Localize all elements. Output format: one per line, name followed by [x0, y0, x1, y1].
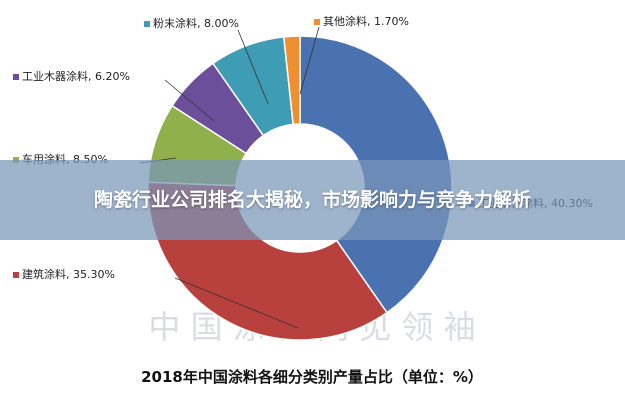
label-marker-architectural: [13, 272, 19, 278]
label-marker-industrial-wood: [13, 74, 19, 80]
leader-line-powder: [237, 29, 269, 105]
leader-line-other: [299, 26, 320, 95]
article-title[interactable]: 陶瓷行业公司排名大揭秘，市场影响力与竞争力解析: [93, 189, 531, 211]
leader-lines: [139, 26, 469, 329]
label-marker-powder: [144, 21, 150, 27]
data-label-other: 其他涂料, 1.70%: [323, 14, 409, 28]
data-label-architectural: 建筑涂料, 35.30%: [22, 267, 115, 281]
article-banner: 陶瓷行业公司排名大揭秘，市场影响力与竞争力解析: [0, 160, 625, 240]
data-label-powder: 粉末涂料, 8.00%: [153, 16, 239, 30]
chart-title: 2018年中国涂料各细分类别产量占比（单位：%）: [141, 368, 483, 386]
data-label-industrial-wood: 工业木器涂料, 6.20%: [22, 69, 130, 83]
leader-line-industrial-wood: [164, 79, 215, 122]
label-marker-other: [314, 19, 320, 25]
leader-line-architectural: [174, 277, 299, 329]
